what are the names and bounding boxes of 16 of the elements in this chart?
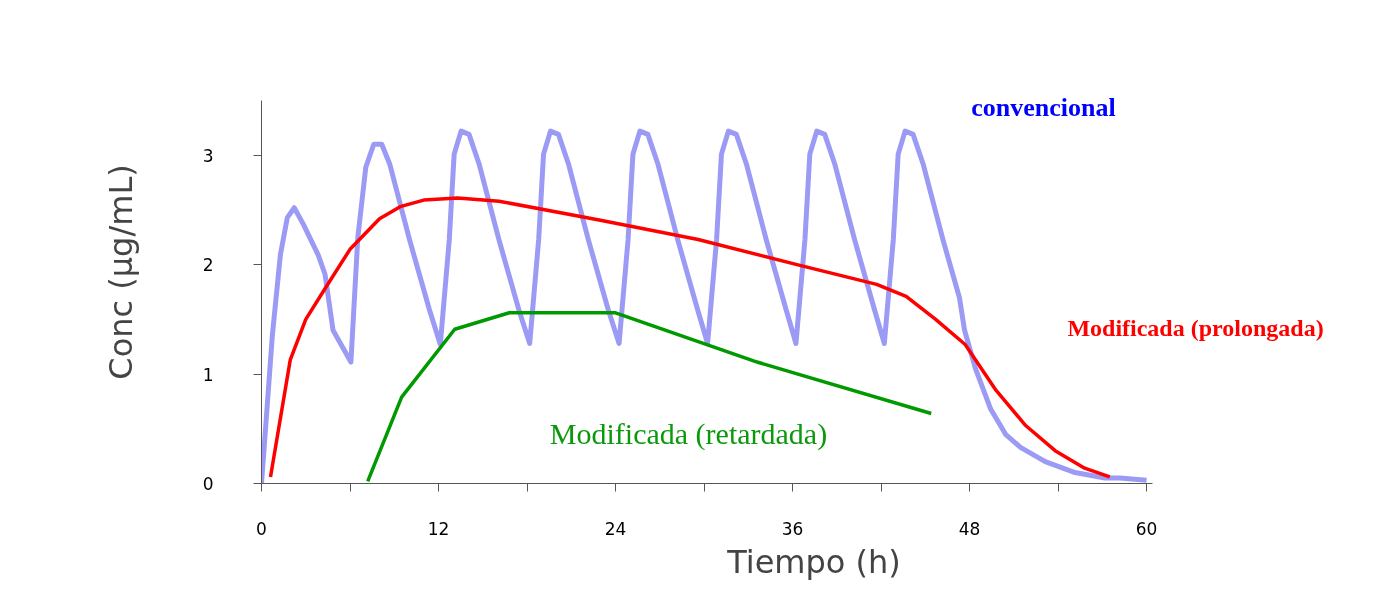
x-tick-label: 12: [427, 518, 450, 539]
y-tick-label: 3: [202, 145, 214, 166]
x-tick-label: 36: [781, 518, 804, 539]
x-tick-label: 60: [1135, 518, 1158, 539]
x-tick-label: 0: [256, 518, 267, 539]
x-tick-label: 24: [604, 518, 627, 539]
series-label: Modificada (retardada): [549, 417, 828, 451]
y-tick-label: 1: [202, 364, 214, 385]
y-tick-label: 0: [202, 474, 214, 494]
x-tick-label: 48: [958, 518, 981, 539]
y-tick-label: 2: [202, 255, 214, 276]
text: Modificada (prolongada): [1067, 314, 1324, 341]
text: convencional: [971, 93, 1116, 122]
x-axis-title: Tiempo (h): [726, 542, 901, 581]
y-axis-title: Conc (µg/mL): [101, 164, 140, 380]
line-series: [365, 311, 933, 484]
